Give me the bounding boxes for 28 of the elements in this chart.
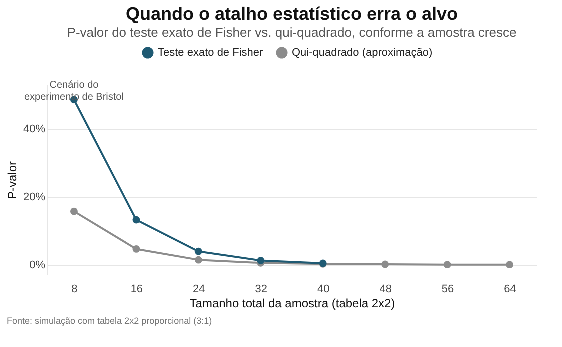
x-tick-label: 8 xyxy=(72,284,78,296)
y-tick-label: 0% xyxy=(30,259,46,272)
source-note: Fonte: simulação com tabela 2x2 proporcional (3:1) xyxy=(7,316,212,326)
legend-label: Qui-quadrado (aproximação) xyxy=(292,47,433,59)
x-tick-label: 56 xyxy=(442,284,454,296)
x-tick-label: 24 xyxy=(193,284,206,296)
chart-title: Quando o atalho estatístico erra o alvo xyxy=(126,4,458,24)
point xyxy=(70,208,78,216)
point xyxy=(382,260,390,268)
x-axis-title: Tamanho total da amostra (tabela 2x2) xyxy=(190,296,396,310)
y-tick-label: 40% xyxy=(23,124,46,136)
point xyxy=(506,261,514,269)
y-tick-label: 20% xyxy=(23,191,46,204)
x-tick-label: 32 xyxy=(255,284,268,296)
x-tick-label: 40 xyxy=(317,284,330,296)
x-tick-label: 64 xyxy=(504,284,516,296)
chart-subtitle: P-valor do teste exato de Fisher vs. qui-quadrado, conforme a amostra cresce xyxy=(67,24,517,40)
point xyxy=(257,257,265,264)
x-tick-label: 48 xyxy=(380,284,392,296)
legend-label: Teste exato de Fisher xyxy=(158,47,264,59)
point xyxy=(132,246,140,253)
point xyxy=(194,248,202,256)
point xyxy=(444,261,452,269)
y-axis-title: P-valor xyxy=(5,161,20,200)
point xyxy=(194,256,202,264)
point xyxy=(132,216,140,224)
x-tick-label: 16 xyxy=(130,284,144,296)
annotation: Cenário do experimento de Bristol xyxy=(24,80,124,103)
